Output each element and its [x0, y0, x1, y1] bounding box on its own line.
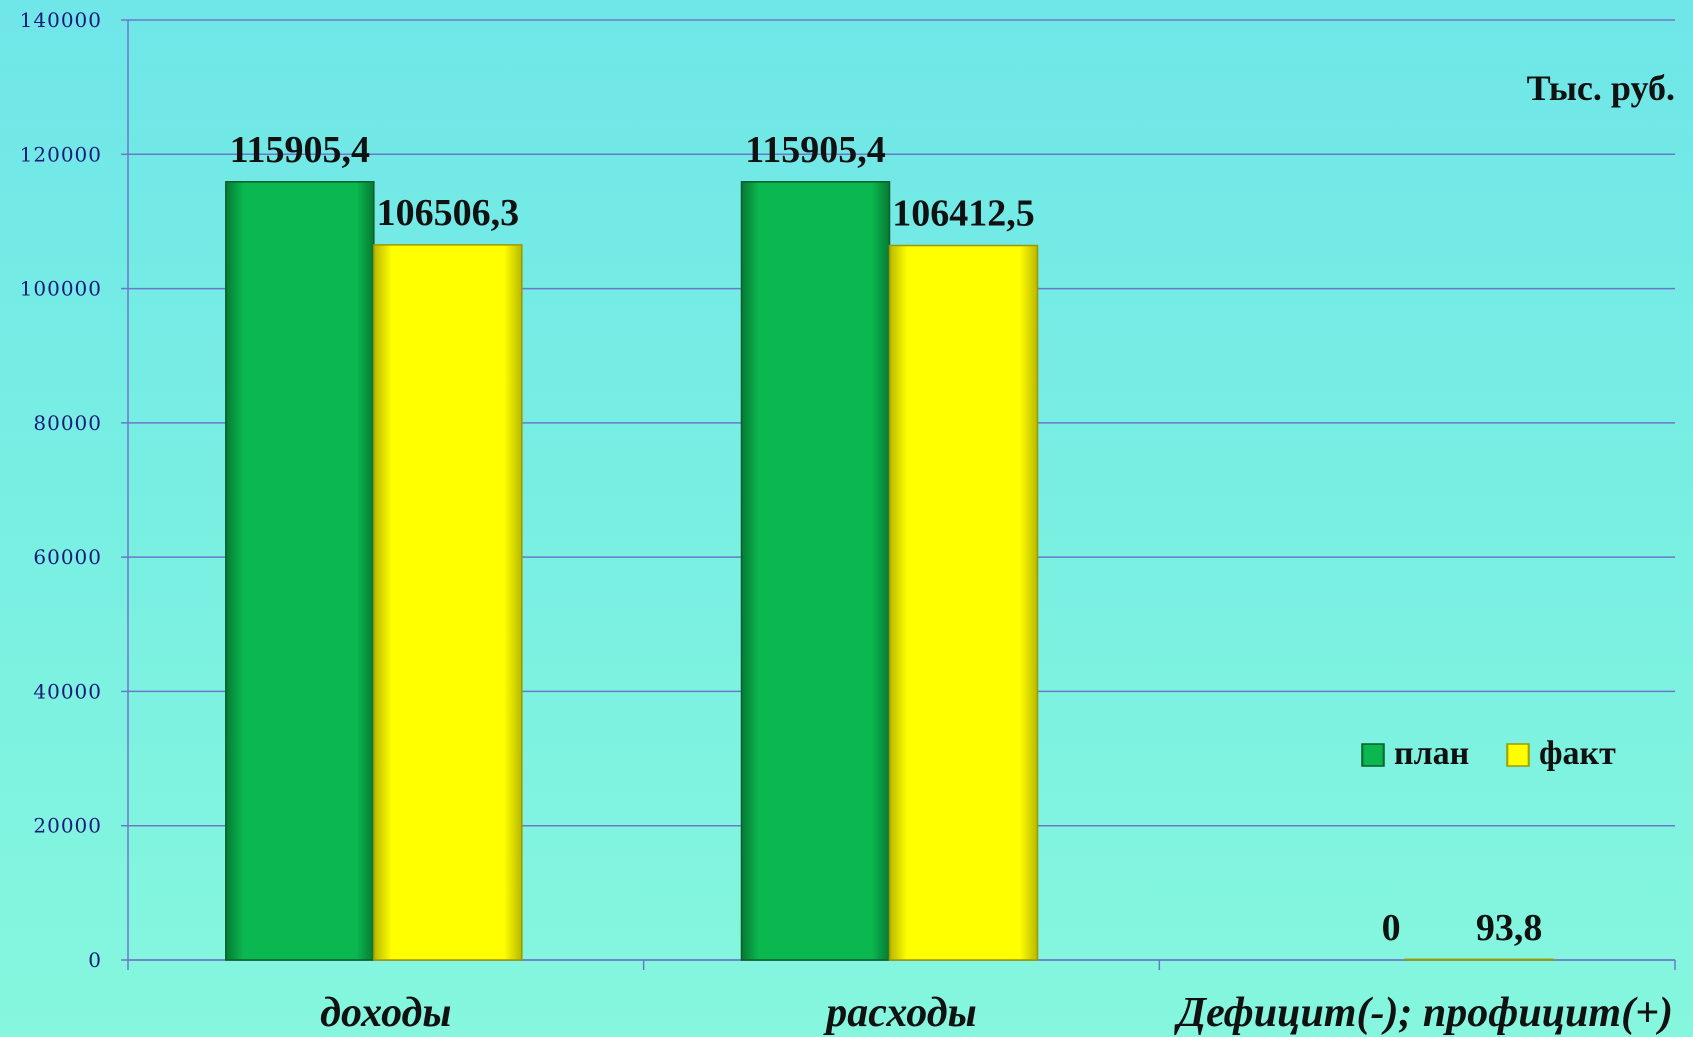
x-category-label: Дефицит(-); профицит(+) — [1173, 990, 1673, 1036]
legend: план факт — [1361, 735, 1616, 772]
y-tick-label: 20000 — [33, 814, 102, 838]
y-tick-label: 120000 — [20, 142, 102, 166]
data-label-факт-2: 106412,5 — [892, 193, 1035, 235]
bar-факт-3 — [1404, 958, 1554, 961]
unit-label: Тыс. руб. — [1527, 68, 1675, 108]
axes: 0 20000 40000 60000 80000 100000 120000 140000 — [20, 8, 1676, 972]
y-tick-label: 140000 — [20, 8, 102, 32]
y-tick-label: 100000 — [20, 277, 102, 301]
bar-факт-1 — [373, 244, 523, 961]
data-label-факт-3: 93,8 — [1476, 907, 1543, 949]
data-label-факт-1: 106506,3 — [377, 192, 520, 234]
bar-план-2 — [740, 181, 891, 961]
labels: 115905,4106506,3доходы115905,4106412,5ра… — [230, 129, 1673, 1036]
bars — [225, 181, 1554, 961]
y-tick-label: 0 — [88, 948, 102, 972]
y-tick-label: 60000 — [33, 545, 102, 569]
x-category-label: расходы — [823, 990, 976, 1036]
x-category-label: доходы — [320, 990, 451, 1036]
y-tick-label: 80000 — [33, 411, 102, 435]
legend-label-план: план — [1394, 735, 1469, 772]
data-label-план-2: 115905,4 — [745, 129, 885, 171]
bar-план-1 — [225, 181, 375, 961]
legend-label-факт: факт — [1539, 735, 1616, 772]
legend-swatch-план — [1361, 743, 1385, 767]
data-label-план-3: 0 — [1382, 907, 1401, 949]
bar-факт-2 — [888, 244, 1039, 961]
y-tick-label: 40000 — [33, 679, 102, 703]
legend-swatch-факт — [1506, 743, 1530, 767]
data-label-план-1: 115905,4 — [230, 129, 370, 171]
